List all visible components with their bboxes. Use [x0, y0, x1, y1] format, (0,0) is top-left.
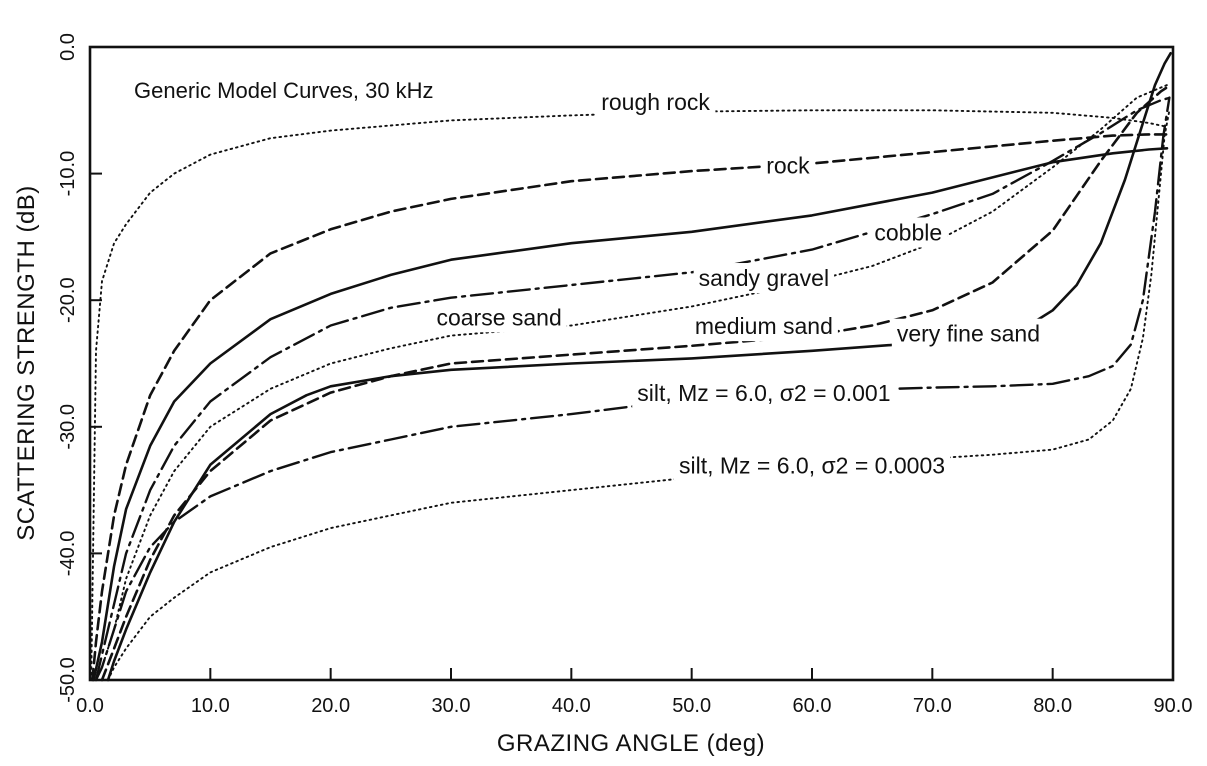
x-tick-label: 90.0: [1154, 695, 1193, 717]
series-line-rough-rock: [90, 109, 1168, 681]
series-label-silt-m-z-6-0-2-0-001: silt, Mz = 6.0, σ2 = 0.001: [637, 380, 890, 406]
series-label-background: [632, 378, 896, 409]
series-label-group: rough rock: [596, 87, 716, 118]
series-line-rock: [91, 133, 1169, 682]
x-tick-label: 10.0: [191, 695, 230, 717]
series-label-rough-rock: rough rock: [601, 89, 710, 115]
series-label-silt-m-z-6-0-2-0-0003: silt, Mz = 6.0, σ2 = 0.0003: [679, 452, 945, 478]
series-label-background: [596, 87, 716, 118]
series-line-cobble: [92, 147, 1169, 682]
x-tick-label: 80.0: [1033, 695, 1072, 717]
x-tick-label: 30.0: [432, 695, 471, 717]
series-label-background: [891, 318, 1046, 349]
series-line-medium-sand: [100, 83, 1172, 682]
series-label-background: [431, 302, 567, 333]
y-tick-label: -40.0: [57, 531, 79, 577]
chart-title: Generic Model Curves, 30 kHz: [134, 78, 434, 103]
series-label-group: sandy gravel: [693, 263, 835, 294]
x-tick-label: 40.0: [552, 695, 591, 717]
x-tick-label: 60.0: [793, 695, 832, 717]
axis-tick-labels: 0.0 10.0 20.0 30.0 40.0 50.0 60.0 70.0 80.0 90.0 0…: [57, 33, 1192, 717]
series-label-sandy-gravel: sandy gravel: [699, 265, 829, 291]
plot-frame: [88, 45, 1175, 682]
y-tick-label: 0.0: [57, 33, 79, 61]
x-tick-label: 50.0: [672, 695, 711, 717]
series-label-background: [761, 150, 816, 181]
y-tick-label: -30.0: [57, 404, 79, 450]
x-tick-label: 70.0: [913, 695, 952, 717]
series-group: [90, 51, 1172, 682]
series-label-background: [689, 311, 838, 342]
series-label-cobble: cobble: [874, 219, 942, 245]
y-tick-label: -10.0: [57, 151, 79, 197]
series-line-silt-m-z-6-0-2-0-001: [94, 96, 1171, 682]
series-line-coarse-sand: [95, 84, 1168, 681]
series-line-very-fine-sand: [106, 51, 1172, 682]
series-label-background: [673, 450, 951, 481]
series-label-rock: rock: [766, 152, 810, 178]
series-label-group: cobble: [869, 217, 948, 248]
series-label-very-fine-sand: very fine sand: [897, 321, 1040, 347]
series-label-coarse-sand: coarse sand: [436, 304, 561, 330]
y-axis-title: SCATTERING STRENGTH (dB): [13, 185, 40, 541]
axis-ticks: [89, 46, 1174, 681]
series-label-group: medium sand: [689, 311, 838, 342]
series-label-background: [869, 217, 948, 248]
x-tick-label: 0.0: [76, 695, 104, 717]
series-label-group: silt, Mz = 6.0, σ2 = 0.001: [632, 378, 896, 409]
y-tick-label: -50.0: [57, 657, 79, 703]
x-tick-label: 20.0: [311, 695, 350, 717]
series-labels: rough rock rock cobble sandy gravel coarse s…: [431, 87, 1046, 481]
series-label-group: rock: [761, 150, 816, 181]
series-label-group: coarse sand: [431, 302, 567, 333]
series-label-group: very fine sand: [891, 318, 1046, 349]
x-axis-title: GRAZING ANGLE (deg): [497, 730, 765, 757]
series-label-medium-sand: medium sand: [695, 313, 833, 339]
series-label-background: [693, 263, 835, 294]
series-label-group: silt, Mz = 6.0, σ2 = 0.0003: [673, 450, 951, 481]
y-tick-label: -20.0: [57, 277, 79, 323]
